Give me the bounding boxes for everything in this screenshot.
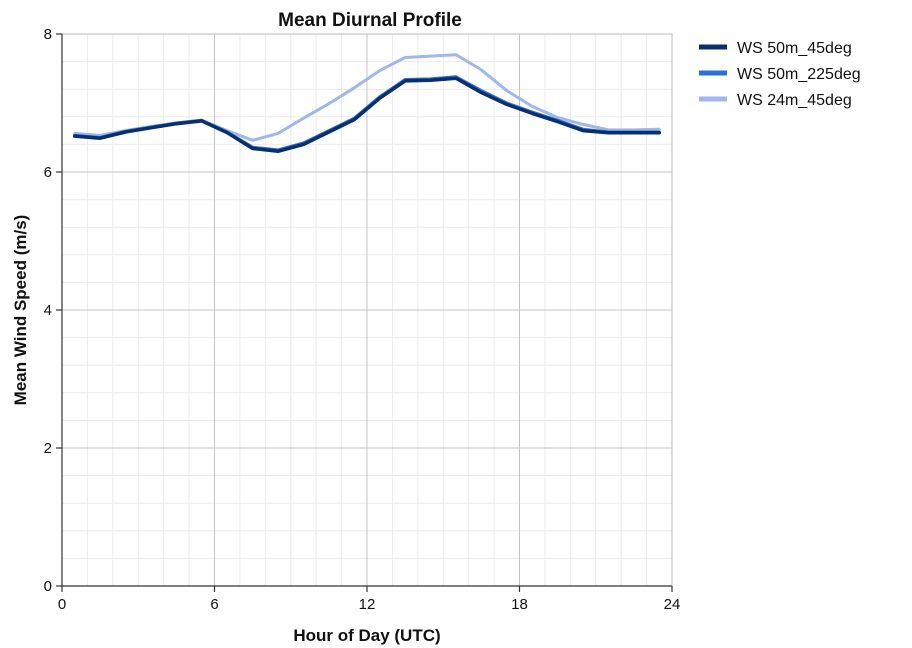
legend-label: WS 50m_45deg [737,40,852,57]
y-axis-ticks: 0 2 4 6 8 [44,26,62,595]
x-tick-label: 18 [511,596,528,613]
legend-label: WS 50m_225deg [737,66,861,83]
y-axis-label: Mean Wind Speed (m/s) [11,215,30,406]
series-lines [72,53,662,154]
x-tick-label: 0 [58,596,66,613]
y-tick-label: 4 [44,302,52,319]
y-tick-label: 0 [44,578,52,595]
x-axis-label: Hour of Day (UTC) [293,626,440,645]
y-tick-label: 6 [44,164,52,181]
y-tick-label: 8 [44,26,52,43]
x-axis-ticks: 0 6 12 18 24 [58,586,681,613]
x-tick-label: 6 [210,596,218,613]
x-tick-label: 12 [359,596,376,613]
chart-title: Mean Diurnal Profile [278,10,462,31]
legend-label: WS 24m_45deg [737,92,852,109]
series-line-1 [72,76,662,154]
legend: WS 50m_45deg WS 50m_225deg WS 24m_45deg [699,40,861,109]
x-tick-label: 24 [664,596,681,613]
y-tick-label: 2 [44,440,52,457]
